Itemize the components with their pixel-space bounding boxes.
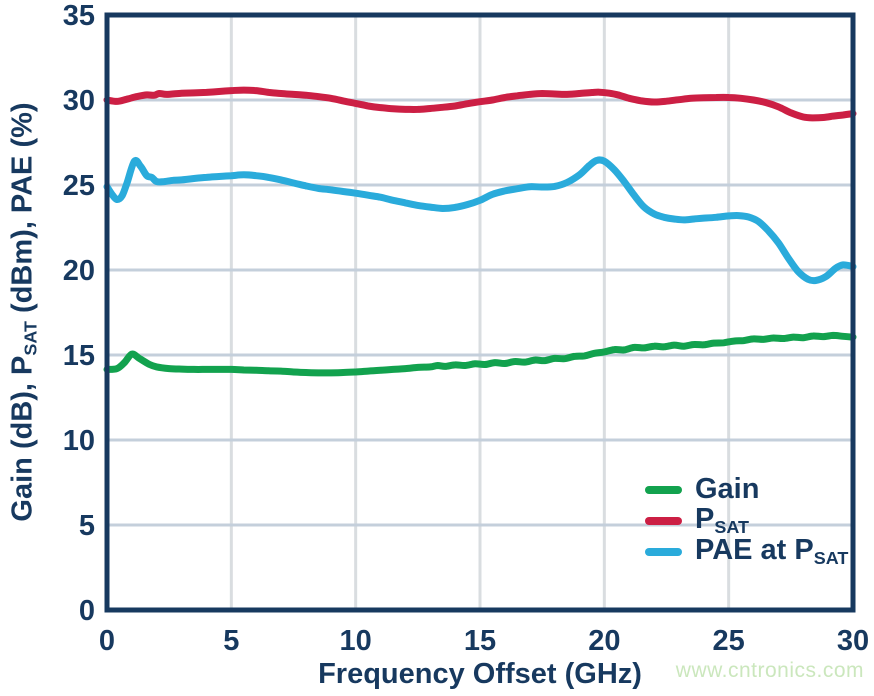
y-tick-label: 10 [63,425,95,457]
watermark: www.cntronics.com [675,659,864,682]
legend: Gain PSAT PAE at PSAT [645,473,849,569]
y-axis-title: Gain (dB), PSAT (dBm), PAE (%) [6,102,41,522]
legend-swatch [645,547,682,556]
x-axis-title: Frequency Offset (GHz) [318,658,642,690]
legend-swatch [645,516,682,525]
subscript-text: SAT [714,517,749,538]
x-tick-label: 10 [340,625,372,657]
series-line-gain [103,331,857,377]
subscript-text: SAT [20,321,41,356]
y-tick-label: 25 [63,170,95,202]
legend-item-pae-at-psat: PAE at PSAT [645,533,849,569]
legend-label: Gain [695,473,760,505]
series-line-psat [103,86,857,122]
y-tick-label: 5 [79,510,95,542]
x-tick-labels: 0 5 10 15 20 25 30 [99,625,869,657]
x-tick-label: 0 [99,625,115,657]
y-tick-label: 15 [63,340,95,372]
x-tick-label: 25 [713,625,745,657]
series-line-pae-at-psat [103,156,857,285]
y-tick-labels: 0 5 10 15 20 25 30 35 [63,0,95,627]
y-tick-label: 20 [63,255,95,287]
legend-swatch [645,485,682,494]
subscript-text: SAT [813,548,849,569]
legend-label: PAE at PSAT [695,533,849,569]
x-tick-label: 20 [588,625,620,657]
plot-frame [104,12,856,613]
horizontal-gridlines [107,98,853,527]
x-tick-label: 5 [223,625,239,657]
y-tick-label: 30 [63,85,95,117]
legend-item-gain: Gain [645,473,848,505]
legend-label: PSAT [695,502,749,538]
x-tick-label: 30 [837,625,869,657]
y-tick-label: 0 [79,595,95,627]
vertical-gridlines [229,15,731,610]
y-tick-label: 35 [63,0,95,32]
x-tick-label: 15 [464,625,496,657]
series-lines [103,86,857,377]
legend-item-psat: PSAT [645,502,848,538]
